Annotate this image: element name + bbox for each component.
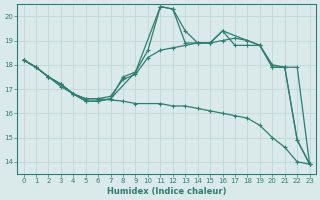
X-axis label: Humidex (Indice chaleur): Humidex (Indice chaleur) xyxy=(107,187,226,196)
